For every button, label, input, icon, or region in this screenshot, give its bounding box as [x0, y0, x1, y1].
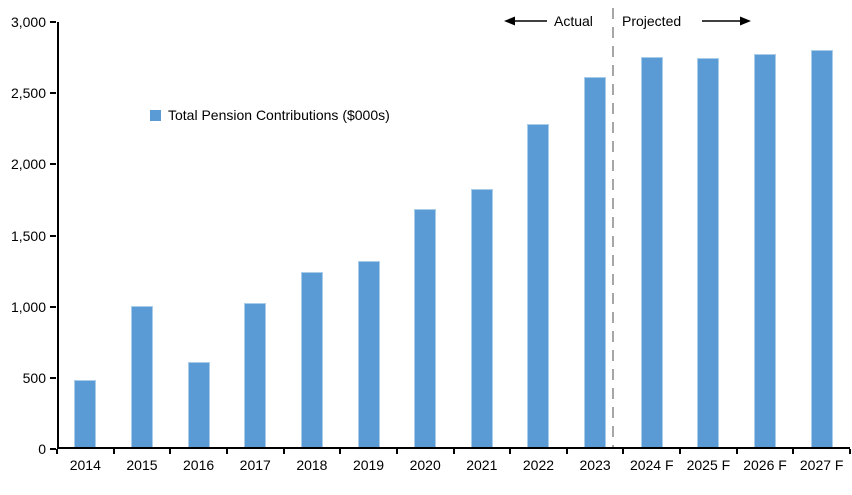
- x-axis-label: 2024 F: [629, 457, 674, 473]
- x-axis-tick: [792, 449, 795, 454]
- bar-2022: [527, 124, 550, 447]
- bar-2017: [244, 303, 267, 447]
- x-axis-label: 2017: [239, 457, 271, 473]
- bar-2015: [130, 306, 153, 447]
- bar-2027-f: [810, 50, 833, 447]
- bar-2024-f: [640, 57, 663, 447]
- x-axis-tick: [169, 449, 172, 454]
- x-axis-tick: [679, 449, 682, 454]
- x-axis-tick: [849, 449, 851, 454]
- legend: Total Pension Contributions ($000s): [150, 107, 390, 123]
- legend-marker-icon: [150, 109, 161, 121]
- x-axis-tick: [56, 449, 58, 454]
- x-axis-label: 2026 F: [743, 457, 787, 473]
- bar-2014: [74, 380, 97, 447]
- x-axis-tick: [225, 449, 228, 454]
- y-axis-label: 500: [22, 369, 46, 386]
- bar-2018: [300, 272, 323, 447]
- x-axis-label: 2016: [183, 457, 215, 473]
- y-axis-label: 3,000: [10, 14, 46, 30]
- bar-2021: [470, 189, 493, 447]
- x-axis-label: 2025 F: [686, 457, 731, 473]
- y-axis-tick: [50, 448, 56, 450]
- y-axis-tick: [50, 234, 56, 237]
- x-axis-label: 2019: [352, 457, 385, 473]
- bar-2026-f: [754, 54, 777, 447]
- x-axis-label: 2020: [409, 457, 441, 473]
- bar-2019: [357, 261, 380, 447]
- x-axis-tick: [452, 449, 455, 454]
- x-axis-label: 2027 F: [799, 457, 844, 473]
- y-axis-tick: [50, 376, 56, 379]
- y-axis-label: 2,000: [10, 156, 46, 173]
- x-axis-tick: [395, 449, 398, 454]
- y-axis-label: 0: [38, 441, 46, 457]
- y-axis-tick: [50, 21, 56, 23]
- bar-2023: [584, 77, 607, 447]
- actual-projected-divider: [612, 8, 614, 449]
- x-axis-label: 2022: [522, 457, 555, 473]
- x-axis-label: 2015: [126, 457, 158, 473]
- y-axis-label: 2,500: [10, 85, 46, 102]
- y-axis-tick: [50, 305, 56, 308]
- x-axis-label: 2021: [466, 457, 498, 473]
- y-axis-label: 1,000: [10, 298, 46, 315]
- x-axis-tick: [565, 449, 568, 454]
- legend-label: Total Pension Contributions ($000s): [168, 107, 390, 123]
- actual-label: Actual: [554, 13, 593, 29]
- x-axis-tick: [112, 449, 115, 454]
- x-axis-label: 2023: [579, 457, 611, 473]
- y-axis-label: 1,500: [10, 227, 46, 244]
- plot-area: [57, 22, 850, 449]
- bar-2020: [414, 209, 437, 447]
- y-axis-tick: [50, 92, 56, 95]
- bar-2016: [187, 362, 210, 447]
- right-arrow-icon: [702, 16, 751, 26]
- x-axis-tick: [282, 449, 285, 454]
- x-axis-tick: [509, 449, 512, 454]
- x-axis-label: 2018: [296, 457, 328, 473]
- bar-2025-f: [697, 58, 720, 447]
- x-axis-label: 2014: [69, 457, 101, 473]
- left-arrow-icon: [504, 16, 547, 26]
- y-axis-tick: [50, 163, 56, 166]
- x-axis-tick: [622, 449, 625, 454]
- projected-label: Projected: [622, 13, 682, 29]
- x-axis-tick: [339, 449, 342, 454]
- x-axis-tick: [735, 449, 738, 454]
